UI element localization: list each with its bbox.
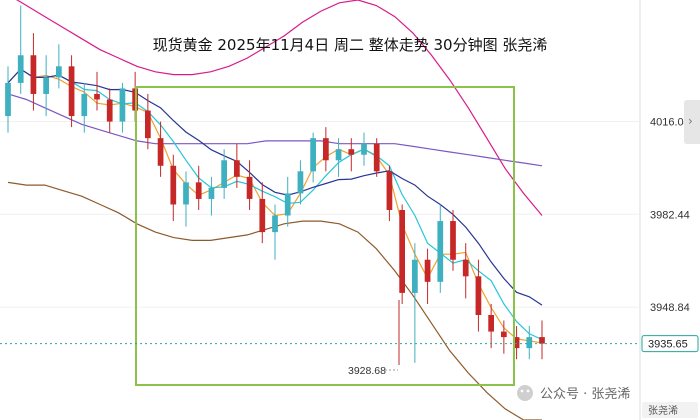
- candle-down: [68, 66, 75, 117]
- low-annotation-label: 3928.68: [348, 365, 386, 377]
- candle-down: [500, 331, 507, 338]
- candle-down: [157, 138, 164, 166]
- candle-down: [170, 165, 177, 205]
- bollinger-middle-line: [7, 93, 543, 167]
- candle-down: [475, 276, 482, 315]
- y-tick-label: 3948.84: [650, 302, 690, 314]
- last-price-tag: [641, 335, 699, 353]
- candle-down: [233, 160, 240, 177]
- candle-up: [437, 221, 444, 282]
- candle-down: [462, 259, 469, 277]
- candle-down: [30, 55, 37, 94]
- candle-up: [208, 187, 215, 199]
- candle-up: [55, 66, 62, 78]
- watermark-logo: [642, 402, 698, 418]
- candle-down: [144, 110, 151, 139]
- candle-up: [43, 77, 50, 94]
- candle-down: [539, 337, 545, 344]
- wechat-logo-eye: [520, 389, 524, 393]
- y-tick-label: 3982.44: [650, 209, 690, 221]
- wechat-logo-icon: [517, 385, 533, 401]
- candle-down: [195, 182, 202, 199]
- candle-down: [373, 143, 380, 172]
- candle-down: [450, 221, 456, 260]
- y-tick-label: 4016.04: [650, 116, 690, 128]
- candle-up: [183, 182, 189, 205]
- candle-down: [348, 149, 355, 155]
- wechat-logo-eye: [526, 389, 530, 393]
- candle-up: [221, 160, 228, 188]
- candle-down: [386, 171, 393, 210]
- candle-up: [272, 215, 278, 233]
- candle-down: [488, 315, 495, 332]
- candle-up: [526, 337, 533, 349]
- highlight-box: [135, 86, 515, 386]
- candle-down: [94, 93, 100, 100]
- candle-up: [361, 143, 367, 155]
- candle-up: [17, 55, 24, 83]
- candle-down: [246, 176, 253, 199]
- bollinger-upper-line: [16, 0, 543, 216]
- candle-up: [335, 149, 342, 161]
- chart-title: 现货黄金 2025年11月4日 周二 整体走势 30分钟图 张尧浠: [153, 36, 548, 54]
- candle-up: [411, 259, 418, 293]
- last-price-label: 3935.65: [648, 339, 688, 351]
- candle-down: [322, 138, 329, 161]
- watermark-text: 公众号 · 张尧浠: [540, 387, 630, 402]
- scroll-right-button[interactable]: ›: [684, 100, 700, 144]
- chevron-right-icon: ›: [688, 114, 693, 128]
- watermark-logo-text: 张尧浠: [648, 404, 678, 417]
- candle-down: [513, 337, 520, 349]
- candle-down: [106, 99, 113, 122]
- candle-up: [119, 88, 126, 122]
- candle-up: [297, 171, 304, 194]
- candle-down: [399, 210, 406, 293]
- candle-up: [310, 138, 317, 172]
- candle-up: [5, 82, 11, 117]
- candle-up: [81, 93, 88, 117]
- candle-down: [259, 198, 266, 233]
- candle-down: [424, 259, 431, 282]
- candle-up: [284, 193, 291, 216]
